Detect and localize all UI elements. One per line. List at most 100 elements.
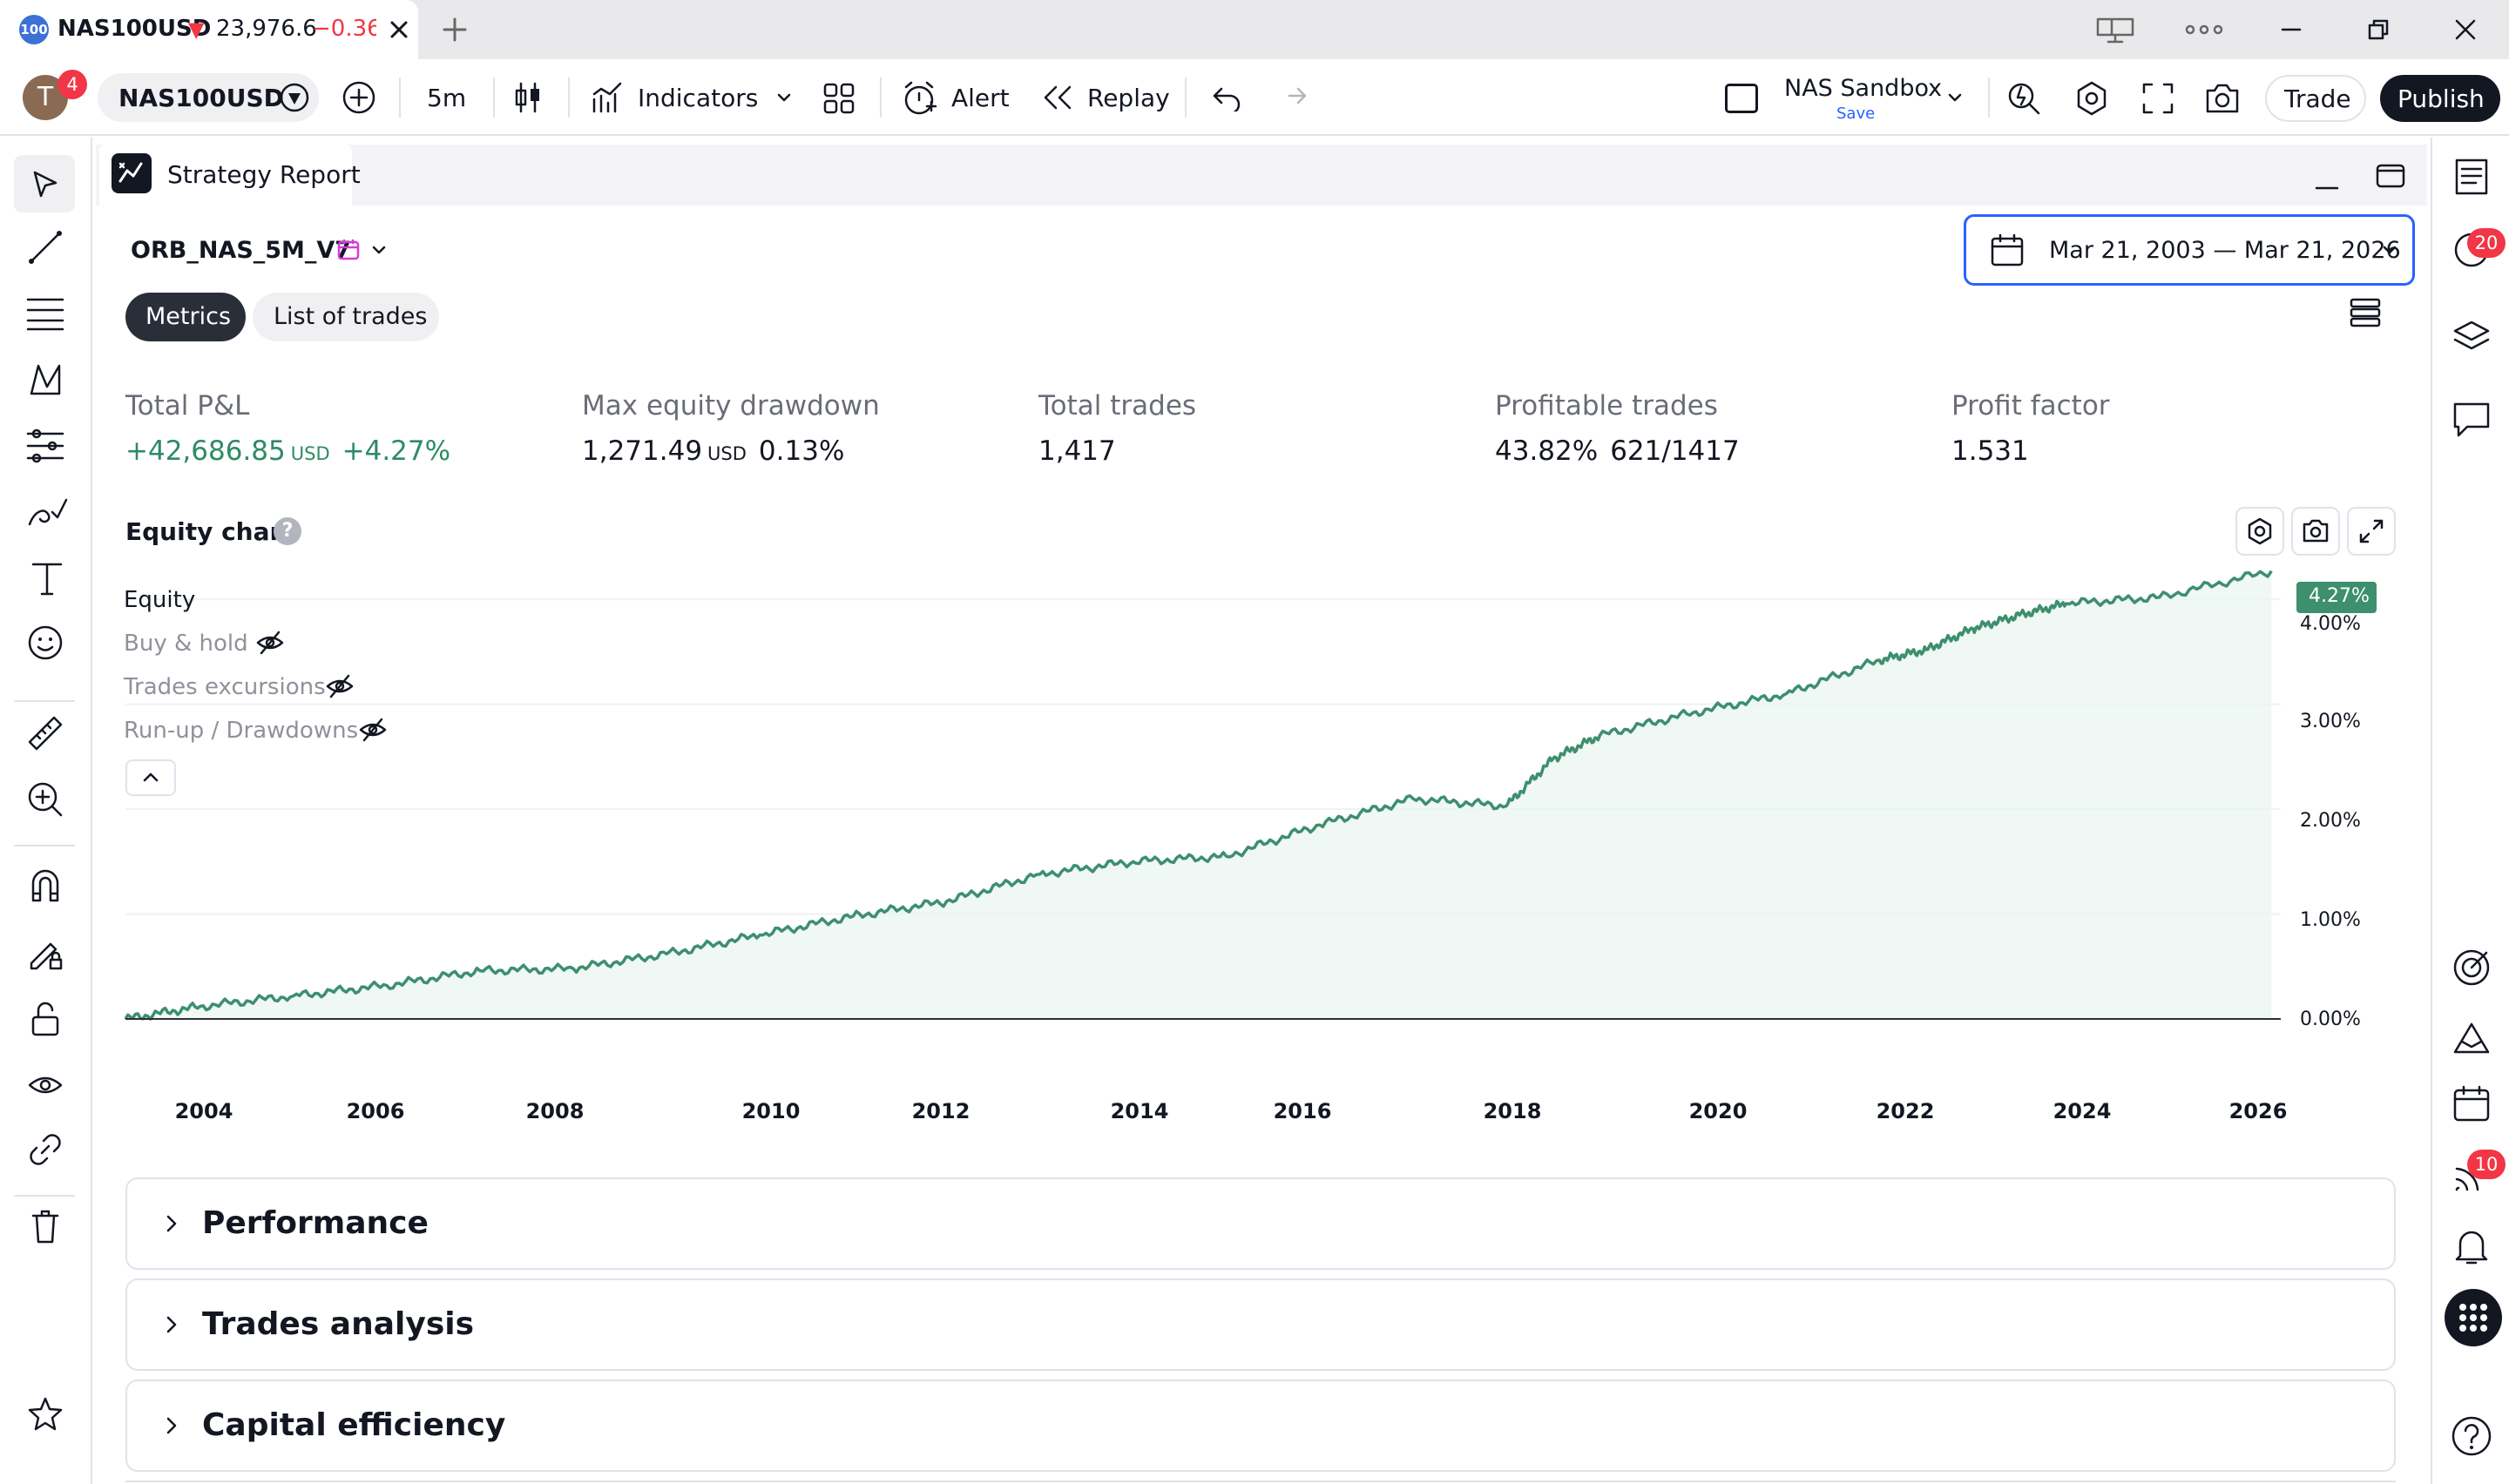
forecast-icon[interactable] bbox=[24, 427, 66, 465]
date-range-picker[interactable] bbox=[1964, 214, 2415, 286]
trade-button[interactable] bbox=[2265, 75, 2366, 122]
legend-equity[interactable]: Equity bbox=[124, 587, 196, 613]
zoom-in-icon[interactable] bbox=[26, 780, 64, 819]
trend-line-icon[interactable] bbox=[26, 228, 64, 266]
candles-icon[interactable] bbox=[511, 80, 545, 115]
trade-label: Trade bbox=[2284, 84, 2351, 113]
section-performance[interactable]: Performance bbox=[125, 1177, 2396, 1270]
equity-chart-title: Equity chart bbox=[125, 517, 294, 546]
restore-icon[interactable] bbox=[2366, 17, 2391, 42]
layers-icon[interactable] bbox=[2452, 317, 2492, 357]
alert-clock-icon[interactable] bbox=[901, 80, 937, 117]
top-toolbar bbox=[0, 59, 2509, 136]
eye-off-icon[interactable] bbox=[324, 671, 355, 702]
shield-icon[interactable] bbox=[279, 82, 310, 113]
plus-icon[interactable] bbox=[441, 16, 469, 44]
publish-button[interactable] bbox=[2380, 75, 2500, 122]
help-icon[interactable] bbox=[2450, 1414, 2493, 1458]
window-close-icon[interactable] bbox=[2453, 17, 2478, 42]
legend-trades-excursions[interactable]: Trades excursions bbox=[124, 674, 326, 700]
eye-off-icon[interactable] bbox=[254, 627, 286, 658]
eye-icon[interactable] bbox=[26, 1066, 64, 1104]
replay-icon[interactable] bbox=[1042, 84, 1073, 111]
target-icon[interactable] bbox=[2452, 948, 2492, 988]
calendar-icon[interactable] bbox=[2452, 1083, 2492, 1123]
cursor-icon[interactable] bbox=[30, 169, 61, 200]
layout-name[interactable]: NAS Sandbox bbox=[1784, 75, 1943, 102]
screen-icon[interactable] bbox=[2094, 16, 2136, 44]
apps-grid-icon[interactable] bbox=[2445, 1289, 2502, 1346]
question-icon[interactable]: ? bbox=[274, 517, 301, 545]
fib-lines-icon[interactable] bbox=[24, 294, 66, 333]
metric-profit-factor-value: 1.531 bbox=[1951, 435, 2029, 467]
indicators-button[interactable]: Indicators bbox=[638, 84, 759, 112]
alert-button[interactable]: Alert bbox=[951, 84, 1010, 112]
brush-icon[interactable] bbox=[26, 493, 68, 531]
x-tick-label: 2010 bbox=[741, 1099, 801, 1123]
maximize-panel-icon[interactable] bbox=[2375, 160, 2406, 192]
indicators-icon[interactable] bbox=[591, 80, 626, 115]
watchlist-icon[interactable] bbox=[2452, 157, 2492, 197]
x-tick-label: 2016 bbox=[1273, 1099, 1332, 1123]
metric-max-dd-value: 1,271.49 USD 0.13% bbox=[582, 435, 844, 467]
tab-list-of-trades[interactable] bbox=[253, 293, 439, 341]
close-icon[interactable] bbox=[387, 17, 411, 42]
interval-button[interactable]: 5m bbox=[427, 84, 467, 112]
chat-icon[interactable] bbox=[2452, 399, 2492, 439]
metric-total-pl-label: Total P&L bbox=[125, 390, 250, 422]
tab-metrics-label: Metrics bbox=[145, 303, 232, 330]
trash-icon[interactable] bbox=[26, 1207, 64, 1245]
text-icon[interactable] bbox=[30, 559, 64, 597]
signal-icon[interactable] bbox=[2452, 1155, 2492, 1195]
metric-total-trades-label: Total trades bbox=[1038, 390, 1197, 422]
quick-search-icon[interactable] bbox=[2005, 80, 2042, 117]
legend-buy-hold[interactable]: Buy & hold bbox=[124, 631, 248, 657]
fullscreen-icon[interactable] bbox=[2141, 82, 2174, 115]
total-pl-pct: +4.27% bbox=[342, 435, 451, 467]
strategy-name[interactable]: ORB_NAS_5M_V7 bbox=[131, 237, 352, 264]
cursor-tool-active[interactable] bbox=[14, 155, 75, 212]
list-view-icon[interactable] bbox=[2349, 296, 2382, 329]
tab-metrics[interactable] bbox=[125, 293, 246, 341]
replay-button[interactable]: Replay bbox=[1087, 84, 1170, 112]
magnet-icon[interactable] bbox=[26, 866, 64, 904]
chevron-down-icon[interactable] bbox=[369, 240, 389, 260]
lock-icon[interactable] bbox=[26, 1000, 64, 1038]
layout-checkbox-icon[interactable] bbox=[1725, 84, 1758, 113]
collapse-legend-button[interactable] bbox=[125, 759, 176, 796]
legend-runup-drawdowns[interactable]: Run-up / Drawdowns bbox=[124, 718, 359, 744]
redo-icon[interactable] bbox=[1277, 84, 1309, 111]
star-icon[interactable] bbox=[26, 1395, 64, 1433]
chevron-down-icon[interactable] bbox=[774, 87, 795, 108]
section-trades-analysis[interactable]: Trades analysis bbox=[125, 1278, 2396, 1371]
chevron-down-icon[interactable] bbox=[1944, 87, 1965, 108]
chart-expand-button[interactable] bbox=[2347, 507, 2396, 556]
chevron-right-icon bbox=[160, 1414, 183, 1437]
chart-camera-button[interactable] bbox=[2291, 507, 2340, 556]
layout-save-label[interactable]: Save bbox=[1836, 105, 1876, 123]
undo-icon[interactable] bbox=[1211, 84, 1242, 111]
eye-off-icon[interactable] bbox=[357, 714, 389, 745]
date-range-text: Mar 21, 2003 — Mar 21, 2026 bbox=[2049, 237, 2401, 264]
chart-settings-button[interactable] bbox=[2235, 507, 2284, 556]
camera-icon[interactable] bbox=[2204, 82, 2241, 115]
metric-profitable-label: Profitable trades bbox=[1495, 390, 1718, 422]
bell-icon[interactable] bbox=[2452, 1226, 2492, 1266]
ruler-icon[interactable] bbox=[26, 714, 64, 752]
pattern-icon[interactable] bbox=[26, 361, 64, 399]
lock-drawing-icon[interactable] bbox=[26, 934, 64, 972]
link-icon[interactable] bbox=[26, 1130, 64, 1169]
section-capital-efficiency[interactable]: Capital efficiency bbox=[125, 1379, 2396, 1472]
ideas-mountain-icon[interactable] bbox=[2452, 1017, 2492, 1057]
minimize-icon[interactable] bbox=[2279, 17, 2303, 42]
settings-icon[interactable] bbox=[2073, 80, 2110, 117]
layouts-grid-icon[interactable] bbox=[822, 82, 855, 115]
more-icon[interactable] bbox=[2185, 23, 2223, 37]
minimize-panel-icon[interactable] bbox=[2314, 171, 2340, 197]
emoji-icon[interactable] bbox=[26, 624, 64, 662]
strategy-calendar-icon[interactable] bbox=[336, 237, 361, 261]
active-tab[interactable]: 100 NAS100USD ▼ 23,976.6 −0.36% bbox=[0, 0, 418, 59]
chevron-right-icon bbox=[160, 1313, 183, 1336]
compare-plus-icon[interactable] bbox=[342, 80, 376, 115]
